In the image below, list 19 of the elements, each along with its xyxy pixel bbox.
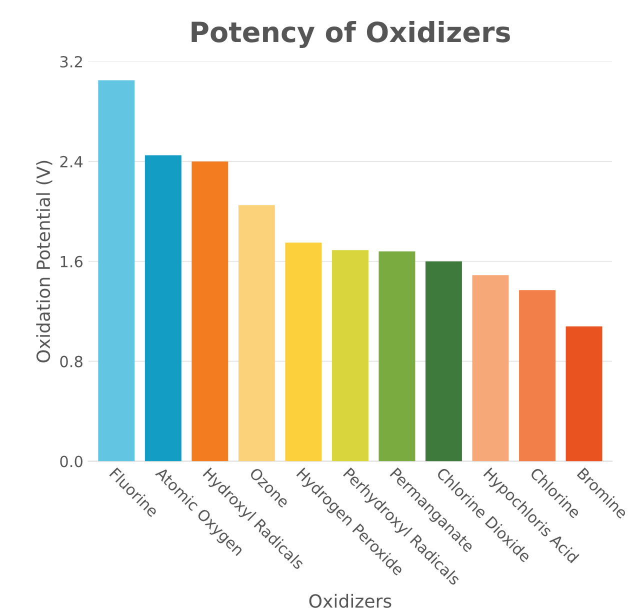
y-tick-label: 0.8 xyxy=(60,356,82,368)
x-axis-title: Oxidizers xyxy=(309,594,392,608)
y-axis-title: Oxidation Potential (V) xyxy=(36,160,52,362)
bar xyxy=(144,155,182,462)
y-tick-label: 0.0 xyxy=(60,456,82,468)
y-tick-label: 3.2 xyxy=(60,56,82,68)
bar xyxy=(192,161,228,462)
bar xyxy=(566,326,602,462)
bar xyxy=(378,251,416,462)
bar xyxy=(425,261,462,462)
bar xyxy=(332,250,368,462)
bar xyxy=(285,242,322,462)
bar xyxy=(98,80,135,462)
bar xyxy=(519,290,556,462)
bar xyxy=(238,205,275,462)
y-tick-label: 2.4 xyxy=(60,156,83,168)
y-tick-label: 1.6 xyxy=(60,256,83,268)
chart-title: Potency of Oxidizers xyxy=(192,20,510,48)
bar xyxy=(472,275,509,462)
